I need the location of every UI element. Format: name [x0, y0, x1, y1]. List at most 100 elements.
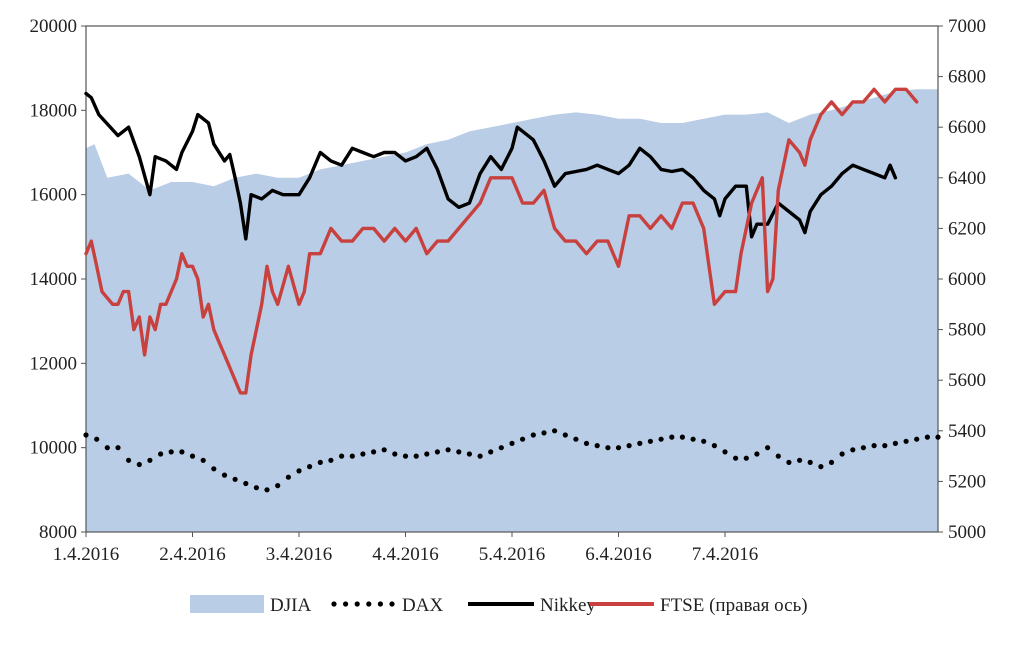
legend-label-dax: DAX	[402, 595, 443, 616]
dax-point-27	[371, 449, 377, 455]
dax-point-22	[317, 459, 323, 465]
dax-point-17	[264, 487, 270, 493]
dax-point-14	[232, 476, 238, 482]
dax-point-53	[647, 438, 654, 444]
left-tick-label-12000: 12000	[30, 353, 78, 374]
dax-point-19	[285, 474, 291, 480]
dax-point-26	[360, 451, 366, 457]
dax-point-38	[488, 449, 494, 455]
dax-point-3	[115, 445, 121, 451]
legend-swatch-dax-dot-3	[366, 601, 372, 607]
right-tick-label-6600: 6600	[948, 117, 986, 138]
x-axis: 1.4.2016 2.4.2016 3.4.2016 4.4.2016 5.4.2016…	[53, 532, 758, 565]
right-tick-label-5800: 5800	[948, 320, 986, 341]
x-tick-label-1: 2.4.2016	[159, 544, 226, 565]
x-tick-label-2: 3.4.2016	[266, 544, 333, 565]
dax-point-13	[221, 472, 228, 478]
legend-label-ftse: FTSE (правая ось)	[660, 595, 808, 616]
dax-point-41	[520, 436, 526, 442]
dax-point-49	[605, 445, 611, 451]
dax-point-31	[413, 453, 419, 459]
dax-point-68	[807, 459, 813, 465]
dax-point-24	[339, 453, 345, 459]
dax-point-69	[818, 464, 824, 470]
dax-point-4	[126, 457, 132, 463]
dax-point-40	[509, 440, 515, 446]
left-tick-label-8000: 8000	[39, 522, 77, 543]
dax-point-65	[775, 453, 781, 459]
dax-point-44	[552, 428, 558, 434]
legend: DJIA DAX Nikkey FTSE (правая ось)	[190, 595, 808, 616]
dax-point-8	[168, 449, 174, 455]
djia-area	[86, 89, 938, 533]
dax-point-15	[243, 480, 249, 487]
legend-swatch-dax-dot-2	[354, 601, 360, 607]
legend-label-nikkey: Nikkey	[540, 595, 596, 616]
dax-point-2	[104, 445, 110, 451]
line-series-layer	[84, 87, 919, 395]
legend-swatch-dax-dot-5	[389, 601, 395, 607]
djia-area-layer	[86, 89, 938, 533]
dax-point-71	[839, 451, 845, 457]
dax-point-59	[711, 443, 718, 449]
dax-point-58	[701, 438, 707, 444]
dax-point-20	[296, 468, 302, 474]
dax-point-72	[850, 447, 856, 453]
left-tick-label-14000: 14000	[30, 269, 78, 290]
dax-point-79	[924, 434, 931, 440]
right-tick-label-5000: 5000	[948, 522, 986, 543]
dax-point-75	[882, 443, 888, 449]
ftse-line	[84, 87, 919, 395]
dax-point-63	[754, 451, 760, 457]
dax-point-6	[147, 457, 153, 463]
legend-swatch-djia	[190, 595, 264, 613]
dax-point-42	[530, 432, 536, 438]
dax-point-55	[669, 434, 675, 440]
dax-point-9	[179, 449, 185, 455]
dax-point-74	[871, 443, 877, 449]
nikkey-line	[84, 91, 898, 241]
left-tick-label-20000: 20000	[30, 16, 78, 37]
legend-label-djia: DJIA	[270, 595, 311, 616]
right-tick-label-6400: 6400	[948, 168, 986, 189]
dax-point-47	[583, 440, 590, 446]
dax-point-80	[935, 434, 941, 440]
dax-point-46	[573, 436, 579, 442]
left-tick-label-18000: 18000	[30, 100, 78, 121]
dax-point-50	[615, 445, 622, 451]
dax-point-67	[797, 457, 803, 463]
dax-point-51	[626, 443, 632, 449]
dax-point-64	[765, 445, 771, 451]
right-tick-label-6200: 6200	[948, 218, 986, 239]
dax-point-56	[679, 434, 686, 440]
dax-point-43	[541, 430, 547, 436]
left-tick-label-16000: 16000	[30, 185, 78, 206]
right-tick-label-7000: 7000	[948, 16, 986, 37]
dax-point-78	[914, 436, 920, 442]
dax-point-1	[94, 436, 100, 442]
dax-point-66	[786, 459, 792, 465]
dax-point-23	[328, 457, 334, 463]
dax-point-33	[434, 449, 440, 455]
dax-point-18	[275, 483, 281, 489]
dax-point-7	[158, 451, 164, 457]
right-tick-label-5200: 5200	[948, 471, 986, 492]
dax-point-0	[83, 432, 89, 438]
dax-point-35	[456, 449, 462, 455]
dax-point-36	[466, 451, 472, 457]
legend-swatch-dax-dot-4	[377, 601, 383, 607]
dax-point-73	[860, 445, 867, 451]
right-tick-label-5400: 5400	[948, 421, 986, 442]
dax-point-77	[903, 438, 909, 444]
dax-point-70	[828, 459, 835, 465]
right-tick-label-6800: 6800	[948, 67, 986, 88]
left-tick-label-10000: 10000	[30, 438, 78, 459]
dax-point-37	[477, 453, 483, 459]
x-tick-label-4: 5.4.2016	[479, 544, 546, 565]
right-tick-label-5600: 5600	[948, 370, 986, 391]
dax-point-54	[658, 436, 664, 442]
dax-point-30	[402, 453, 409, 459]
dax-point-16	[253, 485, 259, 491]
dax-point-34	[445, 447, 451, 453]
